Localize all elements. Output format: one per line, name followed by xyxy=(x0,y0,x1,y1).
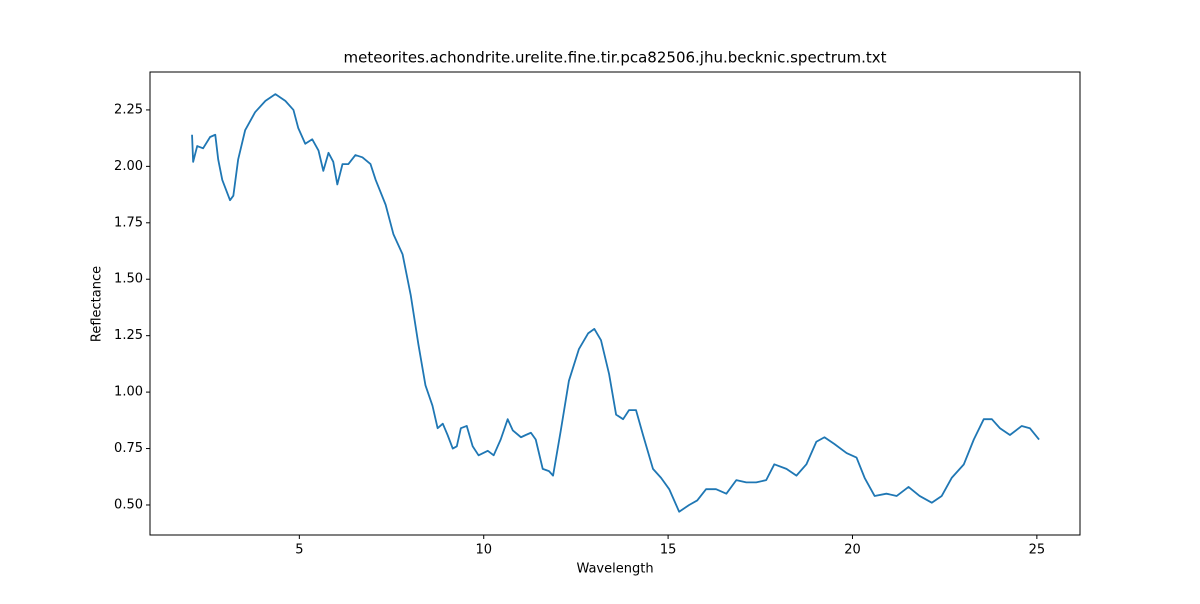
y-tick-label: 1.00 xyxy=(114,385,143,400)
y-axis-label: Reflectance xyxy=(90,266,105,342)
y-tick-label: 1.75 xyxy=(114,215,143,230)
chart-title: meteorites.achondrite.urelite.fine.tir.p… xyxy=(343,49,886,67)
y-tick-label: 0.75 xyxy=(114,441,143,456)
x-axis-label: Wavelength xyxy=(576,562,653,577)
x-tick-label: 25 xyxy=(1029,543,1046,558)
y-tick-label: 2.25 xyxy=(114,102,143,117)
y-tick-label: 1.50 xyxy=(114,272,143,287)
plot-frame xyxy=(149,71,1081,536)
y-tick-label: 1.25 xyxy=(114,328,143,343)
x-tick-label: 5 xyxy=(295,543,303,558)
x-tick-label: 20 xyxy=(844,543,861,558)
y-tick-label: 2.00 xyxy=(114,159,143,174)
x-tick-label: 15 xyxy=(660,543,677,558)
spectrum-line xyxy=(191,93,1040,513)
x-tick-label: 10 xyxy=(475,543,492,558)
y-tick-label: 0.50 xyxy=(114,497,143,512)
